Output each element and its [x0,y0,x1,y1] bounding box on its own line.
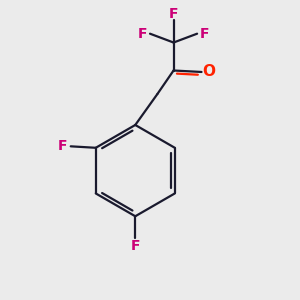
Text: F: F [169,7,178,21]
Text: F: F [130,239,140,253]
Text: F: F [58,139,68,153]
Text: F: F [200,27,209,41]
Text: O: O [202,64,215,80]
Text: F: F [138,27,147,41]
